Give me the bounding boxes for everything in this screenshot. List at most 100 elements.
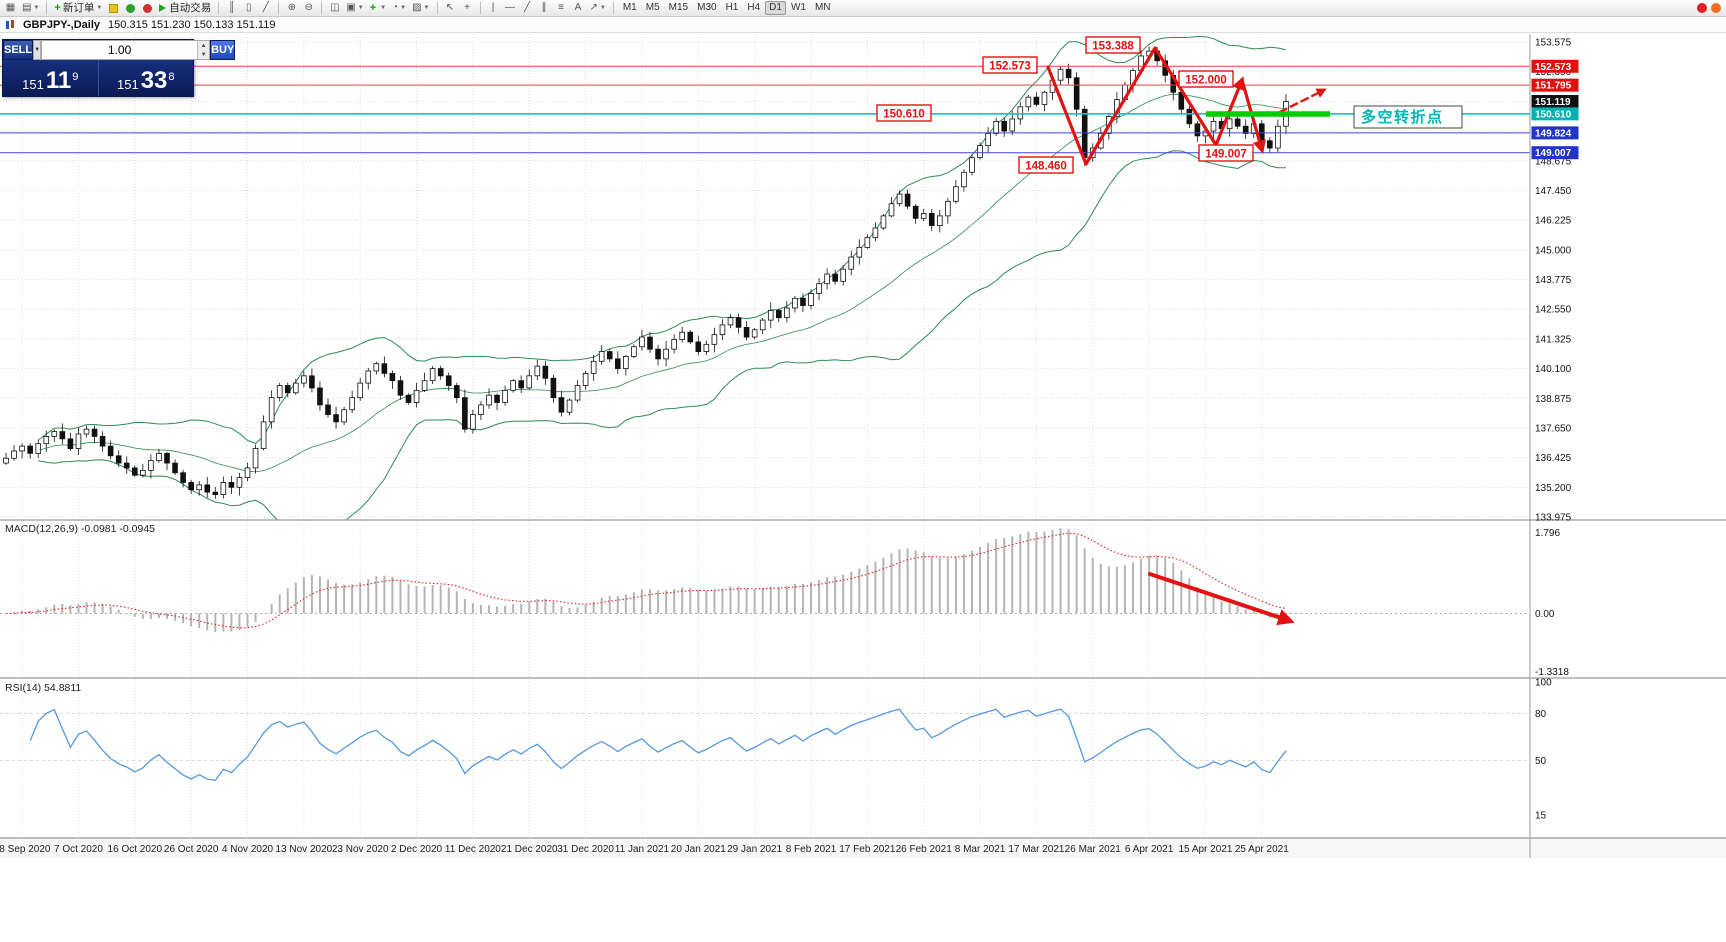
svg-text:28 Sep 2020: 28 Sep 2020 xyxy=(0,844,51,855)
periods-icon[interactable]: ◔ ▼ xyxy=(392,2,407,13)
cursor-icon[interactable]: ↖ xyxy=(445,2,455,13)
timeframe-m30[interactable]: M30 xyxy=(697,2,717,13)
svg-text:133.975: 133.975 xyxy=(1535,513,1572,524)
macd-trend-arrow[interactable] xyxy=(1148,572,1295,626)
svg-text:147.450: 147.450 xyxy=(1535,186,1572,197)
autotrading-button[interactable]: 自动交易 xyxy=(157,1,213,15)
line-chart-icon[interactable]: ╱ xyxy=(262,2,269,13)
toolbar-separator xyxy=(436,2,438,14)
svg-text:137.650: 137.650 xyxy=(1535,423,1572,434)
svg-text:11 Dec 2020: 11 Dec 2020 xyxy=(445,844,501,855)
price-tag xyxy=(1531,78,1579,92)
bar-chart-icon[interactable]: ║ xyxy=(228,2,236,13)
macd-label: MACD(12,26,9) -0.0981 -0.0945 xyxy=(5,523,155,535)
timeframe-w1[interactable]: W1 xyxy=(790,2,806,13)
terminal-icon[interactable] xyxy=(140,1,155,15)
new-chart-icon[interactable]: ▦ xyxy=(5,2,16,13)
zoom-out-icon[interactable]: ⊖ xyxy=(304,2,313,13)
volume-input[interactable] xyxy=(42,41,198,59)
price-annotation-boxes[interactable]: 152.573 153.388 152.000 150.610 148.460 149.0… xyxy=(876,36,1254,174)
market-watch-icon[interactable] xyxy=(123,1,138,15)
chart-titlebar: GBPJPY-,Daily 150.315 151.230 150.133 15… xyxy=(0,17,1726,33)
annotation-box[interactable] xyxy=(1085,36,1141,54)
arrows-tool-icon[interactable]: ↗ ▼ xyxy=(589,2,606,13)
templates-icon[interactable]: ▨ ▼ xyxy=(412,2,430,13)
timeframe-m5[interactable]: M5 xyxy=(645,2,660,13)
horizontal-line-tool-icon[interactable]: — xyxy=(505,2,515,13)
toolbar-separator xyxy=(321,2,323,14)
volume-up-icon[interactable]: ▲ xyxy=(198,41,210,50)
channel-tool-icon[interactable]: ∥ xyxy=(541,2,547,13)
trendline-tool-icon[interactable]: ╱ xyxy=(523,2,531,13)
tile-windows-icon[interactable]: ◫ xyxy=(330,2,340,13)
turning-point-box[interactable] xyxy=(1353,105,1463,129)
svg-text:152.573: 152.573 xyxy=(1535,62,1572,73)
annotation-box[interactable] xyxy=(876,104,932,122)
ask-price[interactable]: 151 33 8 xyxy=(97,60,194,96)
metaeditor-icon[interactable] xyxy=(106,1,121,15)
candlestick-chart-icon[interactable]: ▯ xyxy=(246,2,252,13)
annotation-box[interactable] xyxy=(1178,70,1234,88)
svg-text:20 Jan 2021: 20 Jan 2021 xyxy=(671,844,726,855)
annotation-box-text: 150.610 xyxy=(883,109,925,121)
svg-text:13 Nov 2020: 13 Nov 2020 xyxy=(275,844,332,855)
volume-down-icon[interactable]: ▼ xyxy=(198,50,210,59)
bid-fraction: 9 xyxy=(72,71,79,83)
price-axis[interactable]: 153.575152.350151.125149.900148.675147.4… xyxy=(1531,38,1579,524)
bid-big-figure: 151 xyxy=(22,77,44,92)
buy-button[interactable]: BUY xyxy=(210,40,236,60)
plus-icon: + xyxy=(54,1,61,14)
annotation-box[interactable] xyxy=(982,56,1038,74)
record-icon[interactable] xyxy=(1697,3,1707,13)
timeframe-h4[interactable]: H4 xyxy=(747,2,761,13)
sell-options-caret[interactable]: ▼ xyxy=(33,40,42,60)
svg-text:151.119: 151.119 xyxy=(1535,97,1571,108)
svg-text:8 Feb 2021: 8 Feb 2021 xyxy=(786,844,837,855)
horizontal-level-lines[interactable] xyxy=(0,65,1530,154)
profiles-icon[interactable]: ▤ ▼ xyxy=(22,2,40,13)
text-tool-icon[interactable]: A xyxy=(574,2,582,13)
indicators-icon[interactable]: + ▼ xyxy=(369,1,387,14)
ask-pips: 33 xyxy=(140,67,168,95)
timeframe-h1[interactable]: H1 xyxy=(725,2,739,13)
svg-text:138.875: 138.875 xyxy=(1535,394,1572,405)
svg-text:11 Jan 2021: 11 Jan 2021 xyxy=(615,844,670,855)
chart-tab-icon xyxy=(5,19,15,30)
fibonacci-tool-icon[interactable]: ≡ xyxy=(558,2,564,13)
timeframe-d1[interactable]: D1 xyxy=(765,1,786,15)
svg-text:1.796: 1.796 xyxy=(1535,528,1560,539)
time-axis-strip[interactable] xyxy=(0,838,1726,858)
autotrading-label: 自动交易 xyxy=(169,1,212,14)
toolbar-separator xyxy=(612,2,614,14)
volume-stepper[interactable]: ▲ ▼ xyxy=(197,41,210,59)
vertical-line-tool-icon[interactable]: | xyxy=(491,2,495,13)
svg-text:136.425: 136.425 xyxy=(1535,453,1572,464)
timeframe-m1[interactable]: M1 xyxy=(622,2,637,13)
new-order-button[interactable]: + 新订单 ▼ xyxy=(54,1,103,14)
crosshair-icon[interactable]: + xyxy=(464,2,470,13)
macd-histogram xyxy=(13,528,1287,633)
alert-icon[interactable] xyxy=(1711,3,1721,13)
zigzag-arrow-1[interactable] xyxy=(1046,46,1245,166)
svg-text:7 Oct 2020: 7 Oct 2020 xyxy=(54,844,103,855)
svg-text:140.100: 140.100 xyxy=(1535,364,1572,375)
turning-point-label: 多空转折点 xyxy=(1361,108,1444,126)
svg-text:26 Feb 2021: 26 Feb 2021 xyxy=(896,844,953,855)
svg-text:25 Apr 2021: 25 Apr 2021 xyxy=(1235,844,1289,855)
annotation-box[interactable] xyxy=(1198,144,1254,162)
annotation-box[interactable] xyxy=(1018,156,1074,174)
zoom-in-icon[interactable]: ⊕ xyxy=(287,2,296,13)
forecast-arrow[interactable] xyxy=(1278,88,1327,114)
auto-arrange-icon[interactable]: ▣ ▼ xyxy=(346,2,364,13)
trend-annotations[interactable] xyxy=(1046,46,1327,626)
timeframe-m15[interactable]: M15 xyxy=(668,2,689,13)
timeframe-mn[interactable]: MN xyxy=(814,2,831,13)
svg-text:148.675: 148.675 xyxy=(1535,156,1572,167)
svg-text:6 Apr 2021: 6 Apr 2021 xyxy=(1125,844,1174,855)
sell-button[interactable]: SELL xyxy=(3,40,34,60)
bid-price[interactable]: 151 11 9 xyxy=(3,60,98,96)
svg-text:143.775: 143.775 xyxy=(1535,275,1572,286)
rsi-line xyxy=(29,708,1287,782)
